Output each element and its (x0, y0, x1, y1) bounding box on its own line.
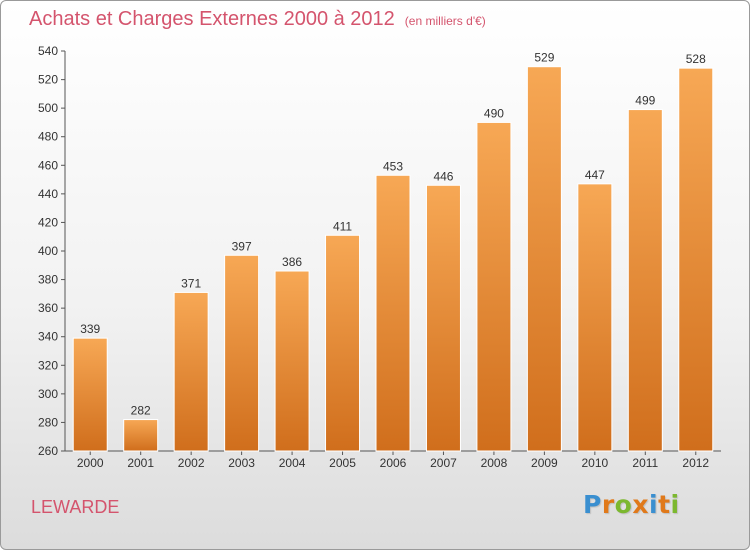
y-tick-label: 500 (38, 101, 58, 115)
x-tick-label: 2005 (329, 456, 356, 470)
bar[interactable] (526, 66, 562, 452)
y-tick-label: 480 (38, 130, 58, 144)
bar[interactable] (173, 291, 209, 452)
bar[interactable] (123, 419, 159, 452)
data-label: 339 (80, 322, 100, 336)
x-tick-label: 2009 (531, 456, 558, 470)
y-tick-label: 420 (38, 215, 58, 229)
y-tick-label: 540 (38, 44, 58, 58)
data-label: 499 (635, 94, 655, 108)
y-tick-label: 300 (38, 387, 58, 401)
data-label: 528 (686, 52, 706, 66)
y-tick-label: 280 (38, 415, 58, 429)
y-tick-label: 360 (38, 301, 58, 315)
bar[interactable] (72, 337, 108, 452)
bar[interactable] (476, 121, 512, 452)
data-label: 371 (181, 276, 201, 290)
data-label: 453 (383, 159, 403, 173)
data-label: 386 (282, 255, 302, 269)
logo-letter: o (614, 490, 633, 519)
bar[interactable] (577, 183, 613, 452)
x-tick-label: 2006 (380, 456, 407, 470)
data-label: 446 (433, 169, 453, 183)
x-tick-label: 2002 (178, 456, 205, 470)
x-tick-label: 2003 (228, 456, 255, 470)
y-tick-label: 380 (38, 273, 58, 287)
bar-series (72, 66, 714, 452)
logo-letter: i (649, 490, 659, 519)
proxiti-logo[interactable]: Proxiti (583, 490, 680, 519)
y-tick-label: 340 (38, 330, 58, 344)
data-label: 447 (585, 168, 605, 182)
x-tick-label: 2000 (77, 456, 104, 470)
data-label: 282 (131, 404, 151, 418)
commune-name: LEWARDE (31, 497, 120, 517)
chart-subtitle: (en milliers d'€) (404, 14, 486, 28)
logo-letter: i (670, 490, 680, 519)
x-tick-label: 2001 (127, 456, 154, 470)
y-axis: 260 280 300 320 340 360 380 400 420 440 460 480 500 5… (38, 44, 66, 458)
y-tick-label: 460 (38, 158, 58, 172)
x-axis: 2000 2001 2002 2003 2004 2005 2006 2007 2008 2009… (65, 450, 721, 470)
data-label: 490 (484, 106, 504, 120)
data-label: 411 (333, 219, 352, 233)
y-tick-label: 400 (38, 244, 58, 258)
logo-letter: t (658, 490, 671, 519)
y-tick-label: 320 (38, 358, 58, 372)
x-tick-label: 2008 (481, 456, 508, 470)
x-tick-label: 2012 (682, 456, 709, 470)
logo-letter: x (632, 490, 649, 519)
chart-title: Achats et Charges Externes 2000 à 2012 (e… (29, 8, 486, 31)
bar[interactable] (425, 184, 461, 452)
bar[interactable] (224, 254, 260, 452)
x-tick-label: 2004 (279, 456, 306, 470)
y-tick-label: 260 (38, 444, 58, 458)
x-tick-label: 2011 (632, 456, 658, 470)
chart-title-text: Achats et Charges Externes 2000 à 2012 (29, 8, 395, 30)
bar[interactable] (627, 109, 663, 452)
x-tick-label: 2007 (430, 456, 457, 470)
y-tick-label: 520 (38, 73, 58, 87)
logo-letter: r (601, 490, 615, 519)
bar[interactable] (325, 234, 361, 452)
data-label: 529 (534, 51, 554, 65)
y-tick-label: 440 (38, 187, 58, 201)
x-tick-label: 2010 (581, 456, 608, 470)
data-label: 397 (232, 239, 252, 253)
bar[interactable] (274, 270, 310, 452)
bar[interactable] (375, 174, 411, 452)
data-labels: 339 282 371 397 386 411 453 446 490 529 447 499 528 (80, 51, 706, 418)
logo-letter: P (583, 490, 602, 519)
bar[interactable] (678, 67, 714, 452)
